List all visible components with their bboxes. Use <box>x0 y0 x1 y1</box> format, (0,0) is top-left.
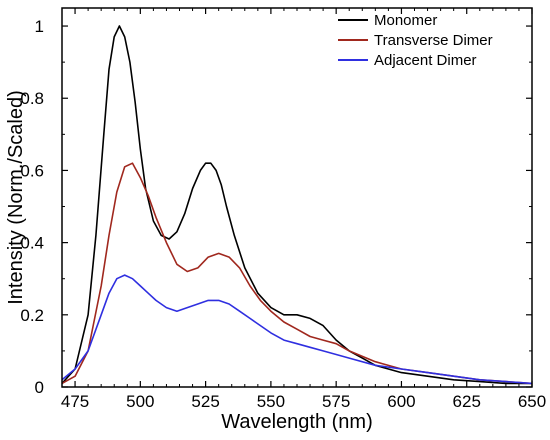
legend-label-monomer: Monomer <box>374 12 437 29</box>
x-tick-label: 550 <box>257 392 285 411</box>
legend: Monomer Transverse Dimer Adjacent Dimer <box>338 12 493 69</box>
y-tick-label: 0.8 <box>20 89 44 108</box>
x-axis: 475 500 525 550 575 600 625 650 <box>61 8 546 411</box>
y-tick-label: 0.6 <box>20 161 44 180</box>
y-tick-label: 1 <box>35 17 44 36</box>
x-tick-label: 600 <box>387 392 415 411</box>
series-line-adjacent-dimer <box>61 274 533 385</box>
x-tick-label: 500 <box>126 392 154 411</box>
legend-label-transverse-dimer: Transverse Dimer <box>374 32 493 49</box>
y-axis-title: Intensity (Norm./Scaled) <box>5 90 27 305</box>
x-tick-label: 625 <box>453 392 481 411</box>
x-tick-label: 575 <box>322 392 350 411</box>
series-layer <box>61 25 533 385</box>
y-tick-label: 0 <box>35 378 44 397</box>
series-line-transverse-dimer <box>61 162 533 385</box>
legend-label-adjacent-dimer: Adjacent Dimer <box>374 52 477 69</box>
x-tick-label: 650 <box>518 392 546 411</box>
y-tick-label: 0.2 <box>20 306 44 325</box>
y-axis: 0 0.2 0.4 0.6 0.8 1 <box>20 17 532 397</box>
x-axis-title: Wavelength (nm) <box>221 411 373 433</box>
y-tick-label: 0.4 <box>20 234 44 253</box>
x-tick-label: 475 <box>61 392 89 411</box>
x-tick-label: 525 <box>191 392 219 411</box>
